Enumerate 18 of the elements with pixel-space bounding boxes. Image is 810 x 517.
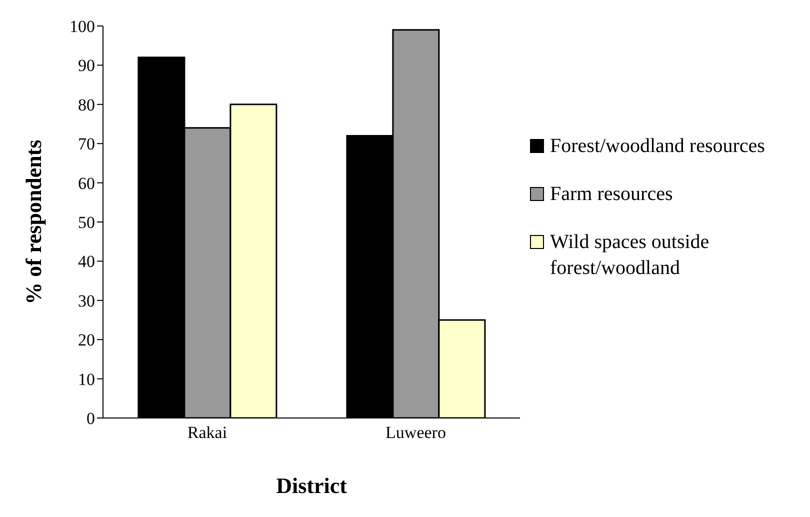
legend-label: Forest/woodland resources (550, 134, 766, 159)
y-tick-label: 30 (78, 291, 95, 310)
legend-label: Wild spaces outside forest/woodland (550, 230, 710, 281)
y-tick-label: 10 (78, 370, 95, 389)
y-tick-label: 60 (78, 174, 95, 193)
x-axis-title: District (276, 473, 348, 498)
y-tick-label: 80 (78, 95, 95, 114)
y-tick-label: 100 (70, 17, 95, 36)
x-tick-label: Rakai (187, 423, 228, 442)
y-tick-label: 50 (78, 213, 95, 232)
y-tick-label: 0 (86, 409, 95, 428)
y-tick-label: 20 (78, 330, 95, 350)
y-tick-label: 90 (78, 56, 95, 76)
x-tick-label: Luweero (386, 423, 446, 442)
y-axis-title: % of respondents (20, 139, 46, 304)
legend-label: Farm resources (550, 182, 674, 207)
y-tick-label: 40 (78, 252, 95, 272)
y-tick-label: 70 (78, 134, 95, 154)
